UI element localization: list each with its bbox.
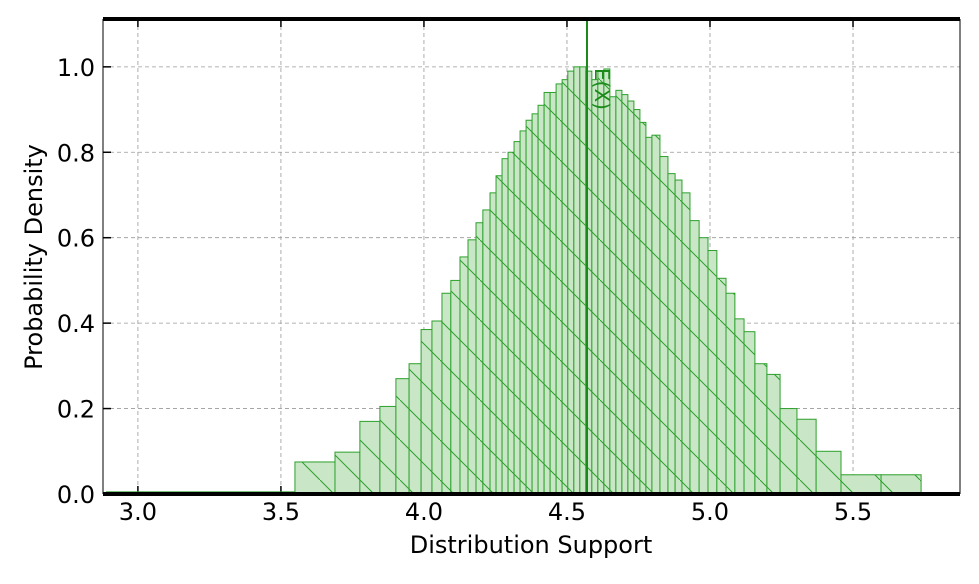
histogram-bar-hatch bbox=[681, 192, 691, 495]
histogram-bar-hatch bbox=[475, 222, 484, 495]
histogram-bar-hatch bbox=[766, 373, 781, 495]
histogram-bar-hatch bbox=[743, 331, 756, 495]
histogram-bar-hatch bbox=[555, 83, 563, 495]
histogram-bar-hatch bbox=[603, 68, 611, 495]
histogram-bar-hatch bbox=[513, 141, 521, 495]
histogram-bar-hatch bbox=[408, 363, 422, 495]
histogram-bar-hatch bbox=[519, 130, 527, 495]
histogram-bar-hatch bbox=[639, 121, 647, 495]
histogram-bar-hatch bbox=[531, 113, 539, 495]
histogram-bar-hatch bbox=[779, 408, 798, 495]
histogram-bar-hatch bbox=[689, 220, 700, 495]
y-tick-label: 0.4 bbox=[57, 310, 95, 338]
histogram-bar-hatch bbox=[431, 320, 443, 495]
histogram-bar-hatch bbox=[651, 134, 661, 495]
x-tick-label: 4.0 bbox=[405, 498, 443, 526]
y-tick-label: 0.8 bbox=[57, 139, 95, 167]
histogram-bar-hatch bbox=[716, 277, 727, 495]
histogram-bar-hatch bbox=[591, 79, 599, 495]
histogram-bar-hatch bbox=[467, 239, 477, 495]
histogram-bar-hatch bbox=[754, 363, 768, 495]
histogram-bar-hatch bbox=[734, 318, 745, 495]
histogram-bar-hatch bbox=[609, 96, 617, 495]
expected-value-label: E(X) bbox=[590, 68, 614, 110]
histogram-bar-hatch bbox=[645, 136, 653, 495]
histogram-bar-hatch bbox=[482, 209, 491, 495]
histogram-bar-hatch bbox=[495, 175, 503, 495]
histogram-bar-hatch bbox=[597, 70, 605, 495]
histogram-bar-hatch bbox=[507, 151, 515, 495]
histogram-bar-hatch bbox=[379, 405, 397, 495]
histogram-bar-hatch bbox=[561, 79, 569, 495]
histogram-bar-hatch bbox=[615, 89, 623, 495]
histogram-bar-hatch bbox=[420, 329, 433, 495]
histogram-bar-hatch bbox=[489, 192, 497, 495]
histogram-bar-hatch bbox=[573, 66, 581, 495]
histogram-bar-hatch bbox=[880, 474, 922, 495]
y-tick-label: 0.6 bbox=[57, 225, 95, 253]
y-tick-label: 0.2 bbox=[57, 396, 95, 424]
histogram-bar-hatch bbox=[698, 237, 709, 495]
histogram-bar-hatch bbox=[674, 179, 683, 495]
histogram-bar-hatch bbox=[334, 451, 361, 495]
histogram-bar-hatch bbox=[659, 156, 669, 495]
x-tick-label: 5.0 bbox=[691, 498, 729, 526]
histogram-bar-hatch bbox=[840, 474, 882, 495]
histogram-bar-hatch bbox=[395, 378, 410, 495]
histogram-bar-hatch bbox=[627, 100, 635, 495]
histogram-bar-hatch bbox=[549, 91, 557, 495]
x-tick-label: 5.5 bbox=[834, 498, 872, 526]
histogram-bar-hatch bbox=[441, 292, 452, 495]
x-tick-label: 3.5 bbox=[262, 498, 300, 526]
histogram-bar-hatch bbox=[579, 66, 587, 495]
histogram-bar-hatch bbox=[815, 450, 842, 495]
histogram-bar-hatch bbox=[359, 420, 381, 495]
y-tick-label: 1.0 bbox=[57, 54, 95, 82]
histogram-bar-hatch bbox=[796, 418, 817, 495]
histogram-bar-hatch bbox=[450, 279, 461, 495]
y-tick-label: 0.0 bbox=[57, 481, 95, 509]
x-tick-label: 4.5 bbox=[548, 498, 586, 526]
histogram-bar-hatch bbox=[294, 461, 336, 495]
histogram-bar-hatch bbox=[633, 109, 641, 495]
y-axis-label: Probability Density bbox=[20, 144, 48, 370]
x-axis-label: Distribution Support bbox=[410, 531, 653, 559]
histogram-bar-hatch bbox=[621, 94, 629, 495]
histogram-bar-hatch bbox=[501, 158, 509, 495]
histogram-bar-hatch bbox=[459, 256, 469, 495]
histogram-bar-hatch bbox=[567, 70, 575, 495]
histogram-bar-hatch bbox=[525, 119, 533, 495]
histogram-bar-hatch bbox=[667, 173, 676, 495]
x-tick-label: 3.0 bbox=[119, 498, 157, 526]
histogram-bar-hatch bbox=[725, 292, 736, 495]
histogram-bar-hatch bbox=[707, 250, 718, 495]
histogram-bar-hatch bbox=[537, 104, 545, 495]
histogram-bar-hatch bbox=[543, 91, 551, 495]
